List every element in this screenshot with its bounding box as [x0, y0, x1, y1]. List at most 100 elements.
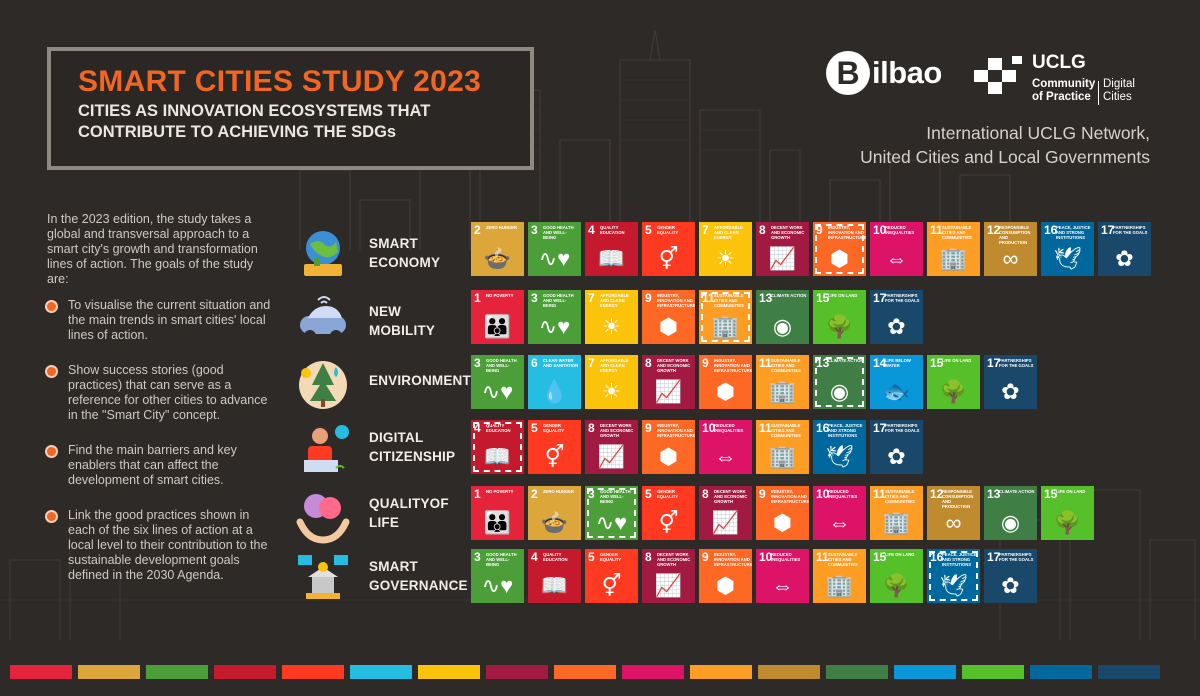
sdg-number: 9 — [702, 356, 709, 370]
sdg-name: CLIMATE ACTION — [828, 358, 864, 363]
sdg-tile-9: 9 INDUSTRY, INNOVATION AND INFRASTRUCTURE… — [699, 549, 752, 603]
dove-icon: 🕊 — [1053, 246, 1082, 271]
sdg-tile-11: 11 SUSTAINABLE CITIES AND COMMUNITIES 🏢 — [870, 486, 923, 540]
sdg-tile-list: 3 GOOD HEALTH AND WELL-BEING ∿♥ 6 CLEAN WATE… — [471, 355, 1037, 409]
sdg-tile-5: 5 GENDER EQUALITY ⚥ — [642, 222, 695, 276]
cubes-icon: ⬢ — [772, 510, 793, 535]
sdg-number: 5 — [645, 223, 652, 237]
sdg-number: 11 — [759, 356, 772, 370]
color-bar-segment — [826, 665, 888, 679]
sdg-number: 16 — [1044, 223, 1058, 237]
row-label: QUALITYOF LIFE — [369, 496, 449, 530]
sdg-number: 4 — [474, 421, 481, 435]
sdg-tile-13: 13 CLIMATE ACTION ◉ — [813, 355, 866, 409]
sdg-number: 8 — [645, 550, 652, 564]
sdg-number: 10 — [759, 550, 773, 564]
partnership-icon: ✿ — [1115, 246, 1134, 271]
bowl-icon: 🍲 — [540, 510, 569, 535]
sdg-number: 3 — [588, 487, 595, 501]
sdg-tile-12: 12 RESPONSIBLE CONSUMPTION AND PRODUCTION… — [984, 222, 1037, 276]
sdg-name: QUALITY EDUCATION — [486, 423, 511, 433]
cubes-icon: ⬢ — [658, 314, 679, 339]
color-bar-segment — [282, 665, 344, 679]
gender-icon: ⚥ — [658, 246, 679, 271]
sdg-number: 16 — [930, 550, 944, 564]
title-box: SMART CITIES STUDY 2023 CITIES AS INNOVA… — [47, 47, 534, 170]
eye-icon: ◉ — [1000, 510, 1021, 535]
sdg-tile-2: 2 ZERO HUNGER 🍲 — [471, 222, 524, 276]
sdg-name: GENDER EQUALITY — [543, 423, 565, 433]
sdg-tile-10: 10 REDUCED INEQUALITIES ⇔ — [813, 486, 866, 540]
sdg-name: SUSTAINABLE CITIES AND COMMUNITIES — [771, 423, 801, 438]
sdg-tile-3: 3 GOOD HEALTH AND WELL-BEING ∿♥ — [585, 486, 638, 540]
heartbeat-icon: ∿♥ — [595, 510, 628, 535]
sdg-number: 4 — [531, 550, 538, 564]
sdg-tile-8: 8 DECENT WORK AND ECONOMIC GROWTH 📈 — [642, 355, 695, 409]
sdg-number: 5 — [531, 421, 538, 435]
cubes-icon: ⬢ — [829, 246, 850, 271]
sdg-tile-3: 3 GOOD HEALTH AND WELL-BEING ∿♥ — [471, 549, 524, 603]
city-icon: 🏢 — [939, 246, 968, 271]
uclg-logo: UCLG Community of Practice Digital Citie… — [974, 52, 1154, 108]
sdg-tile-3: 3 GOOD HEALTH AND WELL-BEING ∿♥ — [471, 355, 524, 409]
sdg-number: 10 — [816, 487, 830, 501]
goals-list: To visualise the current situation and t… — [47, 298, 277, 603]
row-label: NEW MOBILITY — [369, 304, 436, 338]
uclg-divider — [1098, 81, 1099, 105]
sdg-tile-9: 9 INDUSTRY, INNOVATION AND INFRASTRUCTURE… — [813, 222, 866, 276]
sdg-number: 1 — [474, 291, 481, 305]
gender-icon: ⚥ — [601, 573, 622, 598]
sdg-number: 15 — [816, 291, 830, 305]
sdg-tile-4: 4 QUALITY EDUCATION 📖 — [471, 420, 524, 474]
heartbeat-icon: ∿♥ — [481, 379, 514, 404]
sdg-number: 12 — [987, 223, 1001, 237]
sdg-number: 8 — [702, 487, 709, 501]
sdg-name: GOOD HEALTH AND WELL-BEING — [486, 358, 517, 373]
network-line-1: International UCLG Network, — [926, 123, 1150, 143]
equality-icon: ⇔ — [714, 444, 737, 469]
sdg-name: NO POVERTY — [486, 489, 514, 494]
sdg-tile-16: 16 PEACE, JUSTICE AND STRONG INSTITUTIONS… — [927, 549, 980, 603]
sdg-name: PARTNERSHIPS FOR THE GOALS — [885, 293, 920, 303]
sdg-name: RESPONSIBLE CONSUMPTION AND PRODUCTION — [942, 489, 974, 509]
sdg-number: 15 — [1044, 487, 1058, 501]
page-subtitle: CITIES AS INNOVATION ECOSYSTEMS THAT CON… — [78, 102, 431, 141]
sdg-tile-7: 7 AFFORDABLE AND CLEAN ENERGY ☀ — [585, 290, 638, 344]
equality-icon: ⇔ — [828, 510, 851, 535]
sdg-name: AFFORDABLE AND CLEAN ENERGY — [600, 358, 629, 373]
cubes-icon: ⬢ — [715, 573, 736, 598]
sun-icon: ☀ — [601, 379, 622, 404]
goal-bullet: Find the main barriers and key enablers … — [47, 443, 277, 488]
car-icon — [300, 296, 346, 342]
tree-icon: 🌳 — [1053, 510, 1082, 535]
sdg-number: 7 — [588, 356, 595, 370]
sdg-number: 3 — [474, 550, 481, 564]
sdg-name: CLIMATE ACTION — [771, 293, 807, 298]
line-of-action-row: ENVIRONMENT 3 GOOD HEALTH AND WELL-BEING ∿♥… — [0, 355, 1200, 415]
sdg-name: REDUCED INEQUALITIES — [771, 552, 801, 562]
hands-hearts-icon — [296, 494, 350, 544]
sdg-number: 10 — [873, 223, 887, 237]
governance-icon — [298, 555, 348, 599]
sun-icon: ☀ — [715, 246, 736, 271]
growth-icon: 📈 — [654, 573, 683, 598]
tree-icon: 🌳 — [939, 379, 968, 404]
page-title: SMART CITIES STUDY 2023 — [78, 65, 482, 98]
sdg-name: LIFE ON LAND — [1056, 489, 1086, 494]
sdg-tile-4: 4 QUALITY EDUCATION 📖 — [585, 222, 638, 276]
sdg-tile-10: 10 REDUCED INEQUALITIES ⇔ — [870, 222, 923, 276]
sdg-tile-15: 15 LIFE ON LAND 🌳 — [813, 290, 866, 344]
sdg-tile-8: 8 DECENT WORK AND ECONOMIC GROWTH 📈 — [642, 549, 695, 603]
sdg-tile-13: 13 CLIMATE ACTION ◉ — [756, 290, 809, 344]
sdg-name: GENDER EQUALITY — [600, 552, 622, 562]
growth-icon: 📈 — [654, 379, 683, 404]
sdg-name: SUSTAINABLE CITIES AND COMMUNITIES — [828, 552, 858, 567]
sdg-tile-10: 10 REDUCED INEQUALITIES ⇔ — [756, 549, 809, 603]
sdg-number: 17 — [987, 550, 1001, 564]
dove-icon: 🕊 — [825, 444, 854, 469]
line-of-action-row: NEW MOBILITY 1 NO POVERTY 👪 3 GOOD HEALTH AND… — [0, 290, 1200, 350]
color-bar-segment — [1030, 665, 1092, 679]
sdg-name: GENDER EQUALITY — [657, 489, 679, 499]
line-of-action-row: DIGITAL CITIZENSHIP 4 QUALITY EDUCATION 📖 5 G… — [0, 420, 1200, 480]
sdg-tile-1: 1 NO POVERTY 👪 — [471, 290, 524, 344]
